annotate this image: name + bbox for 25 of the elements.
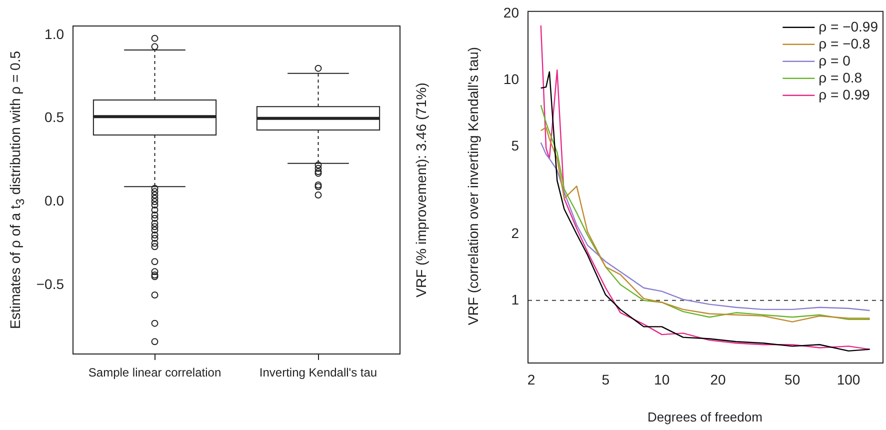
y-tick-label: 5 <box>511 137 520 154</box>
x-tick-label: Sample linear correlation <box>88 366 222 380</box>
x-axis-title: Degrees of freedom <box>648 410 762 424</box>
x-tick-label: 2 <box>527 371 536 388</box>
y-tick-label: 1 <box>511 291 520 308</box>
y-tick-label: −0.5 <box>36 276 64 292</box>
y-tick-label: 10 <box>503 70 520 87</box>
legend-label: ρ = 0.99 <box>818 86 870 102</box>
y-axis-title: VRF (correlation over inverting Kendall's tau) <box>465 46 481 326</box>
x-tick-label: 10 <box>654 371 670 388</box>
y-tick-label: 2 <box>511 224 520 241</box>
x-tick-label: 50 <box>784 371 800 388</box>
text: VRF (% improvement): 3.46 (71%) <box>413 82 429 298</box>
y-tick-label: 0.5 <box>44 109 64 126</box>
y-tick-label: 0.0 <box>44 192 64 209</box>
legend-label: ρ = −0.8 <box>818 35 870 52</box>
y-tick-label: 20 <box>503 4 520 21</box>
legend-label: ρ = −0.99 <box>818 18 878 34</box>
x-tick-label: 20 <box>710 371 726 388</box>
y-tick-label: 1.0 <box>44 26 64 42</box>
x-tick-label: 100 <box>836 371 860 388</box>
legend-label: ρ = 0.8 <box>818 69 862 86</box>
x-tick-label: Inverting Kendall's tau <box>259 366 378 380</box>
x-tick-label: 5 <box>602 371 610 388</box>
legend-label: ρ = 0 <box>818 52 851 68</box>
